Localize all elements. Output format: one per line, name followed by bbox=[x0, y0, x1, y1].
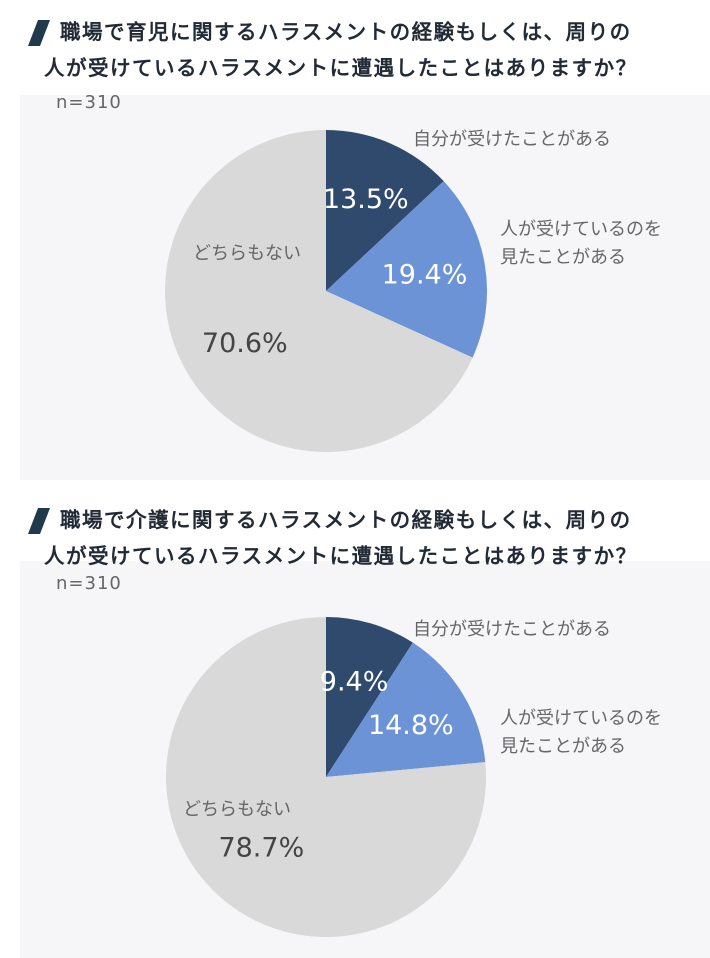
pie-value-label: 78.7% bbox=[218, 832, 304, 863]
category-label-self: 自分が受けたことがある bbox=[413, 619, 611, 640]
pie-slice-others bbox=[326, 181, 487, 358]
chart-title-line-1: 職場で介護に関するハラスメントの経験もしくは、周りの bbox=[60, 508, 632, 532]
category-label-others-line-1: 人が受けているのを bbox=[500, 708, 662, 729]
pie-slice-self bbox=[326, 130, 444, 291]
sample-size: n=310 bbox=[56, 92, 122, 113]
pie-value-label: 9.4% bbox=[320, 666, 389, 697]
chart-panel-childcare: 職場で育児に関するハラスメントの経験もしくは、周りの 人が受けているハラスメント… bbox=[28, 20, 662, 452]
pie-value-label: 14.8% bbox=[368, 710, 454, 741]
pie-slice-others bbox=[326, 642, 486, 777]
chart-title-line-1: 職場で育児に関するハラスメントの経験もしくは、周りの bbox=[60, 20, 632, 44]
pie-slice-neither bbox=[165, 617, 486, 937]
category-label-self: 自分が受けたことがある bbox=[413, 129, 611, 150]
pie-value-label: 13.5% bbox=[323, 184, 409, 215]
slash-mark-icon bbox=[28, 20, 50, 46]
pie-value-label: 70.6% bbox=[202, 328, 288, 359]
pie-slice-self bbox=[326, 617, 413, 777]
sample-size: n=310 bbox=[56, 573, 122, 594]
category-label-others-line-2: 見たことがある bbox=[500, 736, 626, 757]
pie-chart: 9.4% 14.8% 78.7% bbox=[165, 617, 486, 937]
chart-title-line-2: 人が受けているハラスメントに遭遇したことはありますか？ bbox=[44, 544, 638, 568]
slash-mark-icon bbox=[28, 508, 50, 534]
chart-panel-nursing-care: 職場で介護に関するハラスメントの経験もしくは、周りの 人が受けているハラスメント… bbox=[0, 479, 710, 958]
category-label-neither: どちらもない bbox=[193, 243, 301, 264]
pie-slice-neither bbox=[165, 130, 473, 452]
pie-value-label: 19.4% bbox=[382, 259, 468, 290]
pie-chart: 13.5% 19.4% 70.6% bbox=[165, 130, 487, 452]
chart-title-line-2: 人が受けているハラスメントに遭遇したことはありますか？ bbox=[44, 56, 638, 80]
category-label-neither: どちらもない bbox=[183, 799, 291, 820]
category-label-others-line-1: 人が受けているのを bbox=[500, 219, 662, 240]
category-label-others-line-2: 見たことがある bbox=[500, 247, 626, 268]
